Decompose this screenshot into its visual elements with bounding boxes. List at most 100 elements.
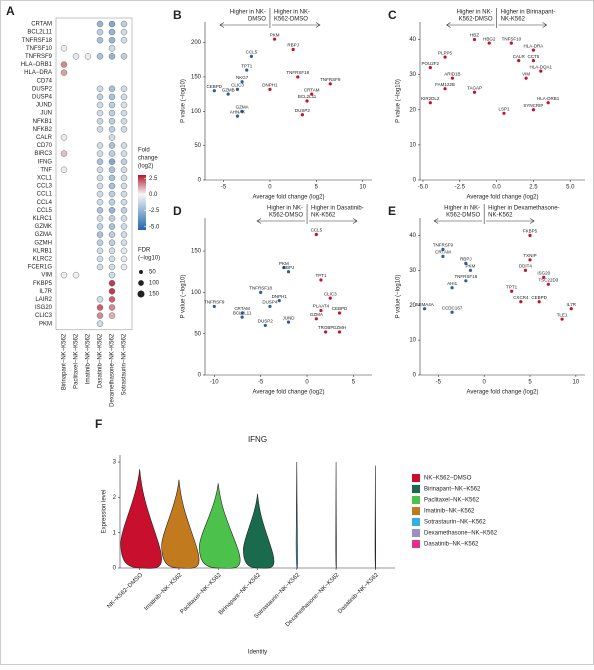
annotation-left: Higher in NK- (230, 10, 266, 16)
dot (108, 109, 116, 117)
point-label: TPT1 (315, 273, 326, 278)
dot (96, 28, 104, 36)
size-key (137, 290, 145, 298)
point-label: HLA-DQA1 (530, 64, 553, 69)
annotation-left: DMSO (248, 17, 266, 23)
x-tick-label: 5 (352, 380, 356, 386)
point-label: JUND (283, 315, 296, 320)
x-axis-title: Average fold change (log2) (467, 195, 539, 201)
y-tick-label: 100 (191, 290, 202, 296)
point (450, 286, 454, 290)
dot (96, 117, 104, 125)
dot (96, 101, 104, 109)
gene-label: NFKB2 (33, 127, 53, 133)
x-tick-label: 0 (305, 380, 309, 386)
gene-label: DUSP2 (32, 86, 53, 92)
dot (108, 174, 116, 182)
point (531, 59, 536, 63)
dot (108, 304, 116, 311)
y-tick-label: 150 (191, 249, 202, 255)
point-label: CRTAM (234, 306, 250, 311)
point (428, 101, 432, 105)
point-label: GZMA (310, 312, 323, 317)
point (235, 87, 240, 91)
dot (108, 182, 116, 190)
point-label: DDIT4 (519, 264, 532, 269)
dot (108, 296, 116, 303)
dot (72, 53, 80, 60)
y-tick-label: 10 (409, 338, 416, 344)
colorbar-title: Fold (138, 148, 150, 154)
point (314, 317, 318, 321)
dot (96, 150, 104, 157)
point (226, 92, 230, 96)
legend-swatch (412, 496, 420, 504)
y-tick-label: 0 (413, 373, 417, 379)
point (569, 307, 573, 311)
point (296, 75, 300, 79)
dot (120, 207, 128, 214)
dot (108, 280, 116, 287)
point-label: CRTAM (435, 250, 451, 255)
y-tick-label: 20 (409, 107, 416, 113)
point-label: FKBP5 (523, 229, 538, 234)
dot (120, 20, 128, 28)
point-label: ARID1B (444, 71, 460, 76)
point-label: CLIC3 (324, 291, 337, 296)
dot (120, 85, 128, 93)
x-tick-label: 2.5 (529, 185, 538, 191)
annotation-right: Higher in NK- (274, 10, 310, 16)
annotation-right: NK-K562 (501, 17, 526, 23)
gene-label: IL7R (39, 289, 52, 295)
point (531, 48, 536, 52)
point-label: TAGAP (467, 85, 482, 90)
point (537, 300, 541, 304)
point-label: VIM (522, 71, 530, 76)
gene-label: KLRC1 (33, 216, 53, 222)
column-label: Paclitaxel−NK−K562 (74, 333, 80, 389)
point (528, 258, 532, 262)
dot (108, 150, 116, 157)
legend-swatch (412, 474, 420, 482)
x-tick-label: -5 (258, 380, 264, 386)
size-label: 50 (149, 270, 156, 276)
dot (96, 239, 104, 246)
point (422, 307, 427, 311)
x-tick-label: -10 (210, 380, 219, 386)
point (546, 101, 550, 105)
dot (120, 101, 128, 109)
gene-label: LAIR2 (35, 297, 52, 303)
point-label: PLAAT4 (313, 304, 330, 309)
annotation-left: Higher in NK- (267, 206, 303, 212)
arrow-left (433, 218, 483, 224)
dot (96, 247, 104, 255)
point-label: PKM (270, 32, 280, 37)
dot (108, 247, 116, 255)
point-label: CEBPD (332, 306, 348, 311)
y-axis-title: P value (−log10) (396, 79, 402, 123)
y-tick-label: 0 (198, 178, 202, 184)
plot-frame (55, 17, 133, 331)
gene-label: CD74 (37, 78, 53, 84)
y-axis-title: P value (−log10) (181, 275, 187, 319)
point-label: CEBPD (207, 84, 223, 89)
dot (108, 93, 116, 101)
chart-title: IFNG (248, 435, 267, 444)
point (337, 311, 342, 315)
point (519, 300, 523, 304)
gene-label: DUSP4 (32, 94, 53, 100)
gene-label: GZMK (35, 224, 52, 230)
annotation-left: K562-DMSO (269, 213, 303, 219)
dot (96, 263, 104, 271)
dot (108, 312, 116, 319)
arrow-left (446, 22, 495, 28)
point-label: CCL5 (311, 228, 323, 233)
legend-label: Paclitaxel−NK−K562 (424, 498, 480, 504)
legend-label: Dasatinib−NK−K562 (424, 542, 479, 548)
y-axis-title: P value (−log10) (396, 275, 402, 319)
dot (108, 198, 116, 206)
gene-label: BCL2L11 (27, 30, 52, 36)
annotation-left: Higher in NK- (457, 10, 493, 16)
gene-label: PKM (39, 321, 52, 327)
point (528, 233, 532, 238)
